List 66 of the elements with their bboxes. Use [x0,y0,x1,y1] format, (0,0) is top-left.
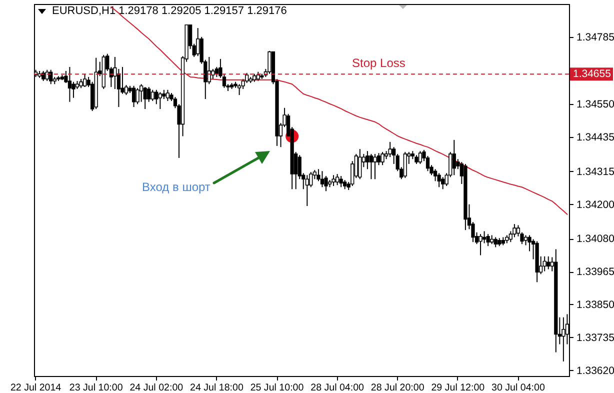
candlestick [82,73,87,88]
candlestick [320,170,324,188]
y-tick-label: 1.34200 [576,198,614,211]
candlestick [79,78,83,89]
candlestick [166,89,170,102]
candlestick [482,230,486,244]
annotation: Вход в шорт [142,180,210,194]
candlestick [478,234,482,256]
candlestick [546,256,550,270]
candlestick [512,224,516,238]
y-tick-label: 1.33735 [576,332,614,344]
y-tick-label: 1.34080 [576,233,614,246]
x-tick-label: 25 Jul 10:00 [250,382,304,393]
candlestick [324,175,328,192]
x-tick-label: 22 Jul 2014 [10,382,62,393]
y-tick-label: 1.33965 [576,266,614,278]
candlestick [343,179,347,190]
candlestick [366,150,370,170]
candlestick [256,71,260,82]
x-tick-label: 24 Jul 18:00 [190,382,244,393]
candlestick [437,172,441,188]
x-tick-label: 24 Jul 02:00 [130,382,184,393]
candlestick [305,174,309,207]
candlestick [162,89,166,100]
candlestick [441,176,445,190]
ref-line-label: Stop Loss [352,56,406,70]
candlestick [154,89,158,105]
candlestick [211,68,215,80]
candlestick [42,70,46,82]
x-tick-label: 30 Jul 04:00 [492,382,546,393]
candlestick [403,151,407,178]
candlestick [150,89,154,102]
candlestick [418,150,422,164]
candlestick [143,86,147,110]
candlestick [332,174,336,186]
candlestick [339,175,343,188]
y-tick-label: 1.34315 [576,166,614,178]
annotation: 1.34655 [573,68,612,80]
y-tick-label: 1.34785 [576,31,614,44]
candlestick [68,66,72,102]
chart-title: EURUSD,H1 1.29178 1.29205 1.29157 1.29176 [51,5,288,17]
candlestick [494,236,498,248]
candlestick [369,153,374,180]
candlestick [132,85,136,108]
candlestick [542,256,546,272]
y-tick-label: 1.34550 [576,98,614,111]
candlestick [358,148,362,180]
candlestick [373,153,377,180]
candlestick [49,69,53,85]
x-tick-label: 23 Jul 10:00 [69,382,124,393]
candlestick [452,139,456,176]
candlestick [524,234,528,246]
y-tick-label: 1.33850 [576,298,614,311]
candlestick [158,92,162,110]
y-tick-label: 1.34435 [576,132,614,144]
candlestick [562,316,566,362]
candlestick [136,88,140,105]
candlestick [380,151,384,166]
candlestick [486,234,490,247]
y-tick-label: 1.33620 [576,364,614,377]
x-tick-label: 28 Jul 04:00 [310,382,365,393]
x-tick-label: 28 Jul 20:00 [370,382,425,393]
candlestick [147,86,151,102]
candlestick [388,141,392,158]
x-tick-label: 29 Jul 12:00 [431,382,486,393]
candlestick [335,173,340,186]
